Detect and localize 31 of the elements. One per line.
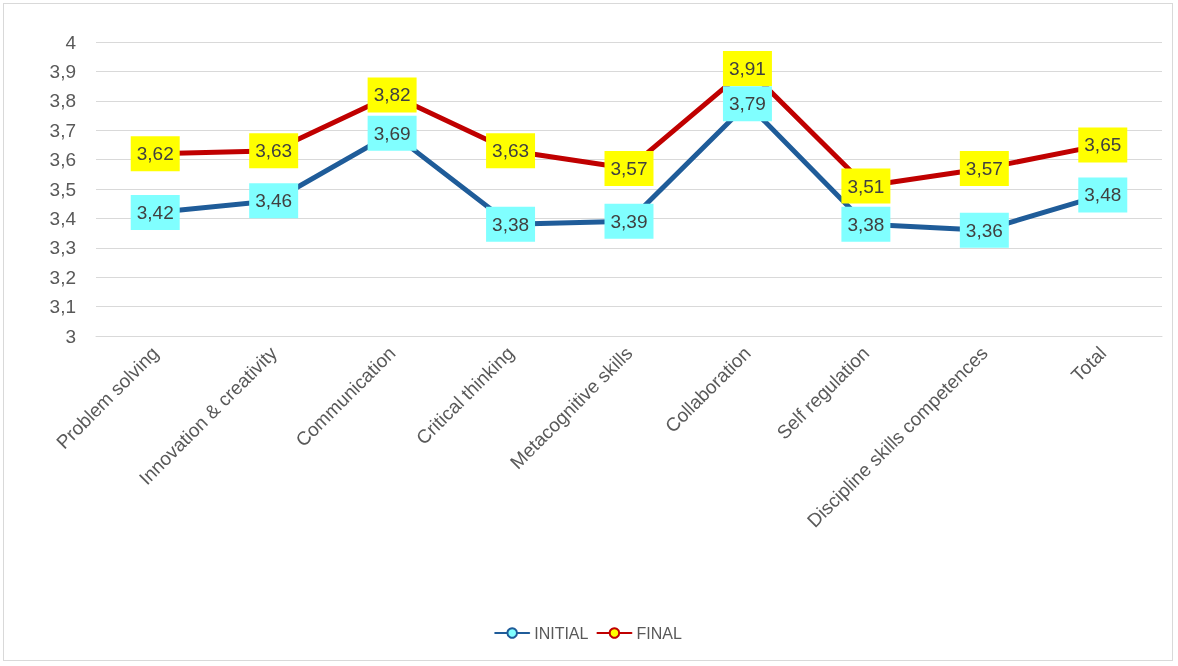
data-label: 3,79	[728, 93, 766, 115]
legend-label: FINAL	[636, 624, 682, 642]
y-tick-label: 3,2	[49, 266, 76, 288]
data-label: 3,57	[965, 157, 1003, 179]
data-label: 3,82	[373, 84, 411, 106]
y-tick-label: 3,4	[49, 207, 77, 229]
y-tick-label: 3,1	[49, 296, 76, 318]
data-label: 3,65	[1084, 134, 1122, 156]
data-label: 3,91	[728, 57, 766, 79]
y-tick-label: 4	[65, 31, 77, 53]
legend-label: INITIAL	[534, 624, 589, 642]
y-tick-label: 3,9	[49, 60, 76, 82]
data-label: 3,38	[492, 213, 530, 235]
data-label: 3,63	[492, 140, 530, 162]
data-label: 3,38	[847, 213, 885, 235]
data-label: 3,62	[136, 143, 174, 165]
data-label: 3,39	[610, 210, 648, 232]
y-tick-label: 3,3	[49, 237, 76, 259]
data-label: 3,36	[965, 219, 1003, 241]
data-label: 3,63	[255, 140, 293, 162]
data-label: 3,48	[1084, 184, 1122, 206]
y-tick-label: 3,8	[49, 90, 76, 112]
data-label: 3,42	[136, 202, 174, 224]
y-tick-label: 3,5	[49, 178, 76, 200]
data-label: 3,57	[610, 157, 648, 179]
y-tick-label: 3	[65, 325, 76, 347]
data-label: 3,46	[255, 190, 293, 212]
y-tick-label: 3,7	[49, 119, 76, 141]
data-label: 3,69	[373, 122, 411, 144]
data-label: 3,51	[847, 175, 885, 197]
y-tick-label: 3,6	[49, 149, 76, 171]
